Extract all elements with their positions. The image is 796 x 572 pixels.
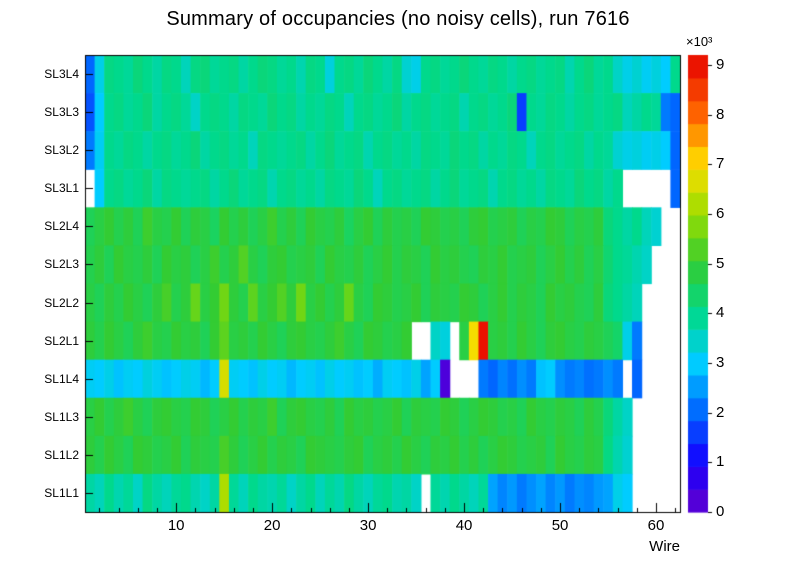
root-canvas: Summary of occupancies (no noisy cells),… [0, 0, 796, 572]
occupancy-heatmap-canvas [0, 0, 796, 572]
